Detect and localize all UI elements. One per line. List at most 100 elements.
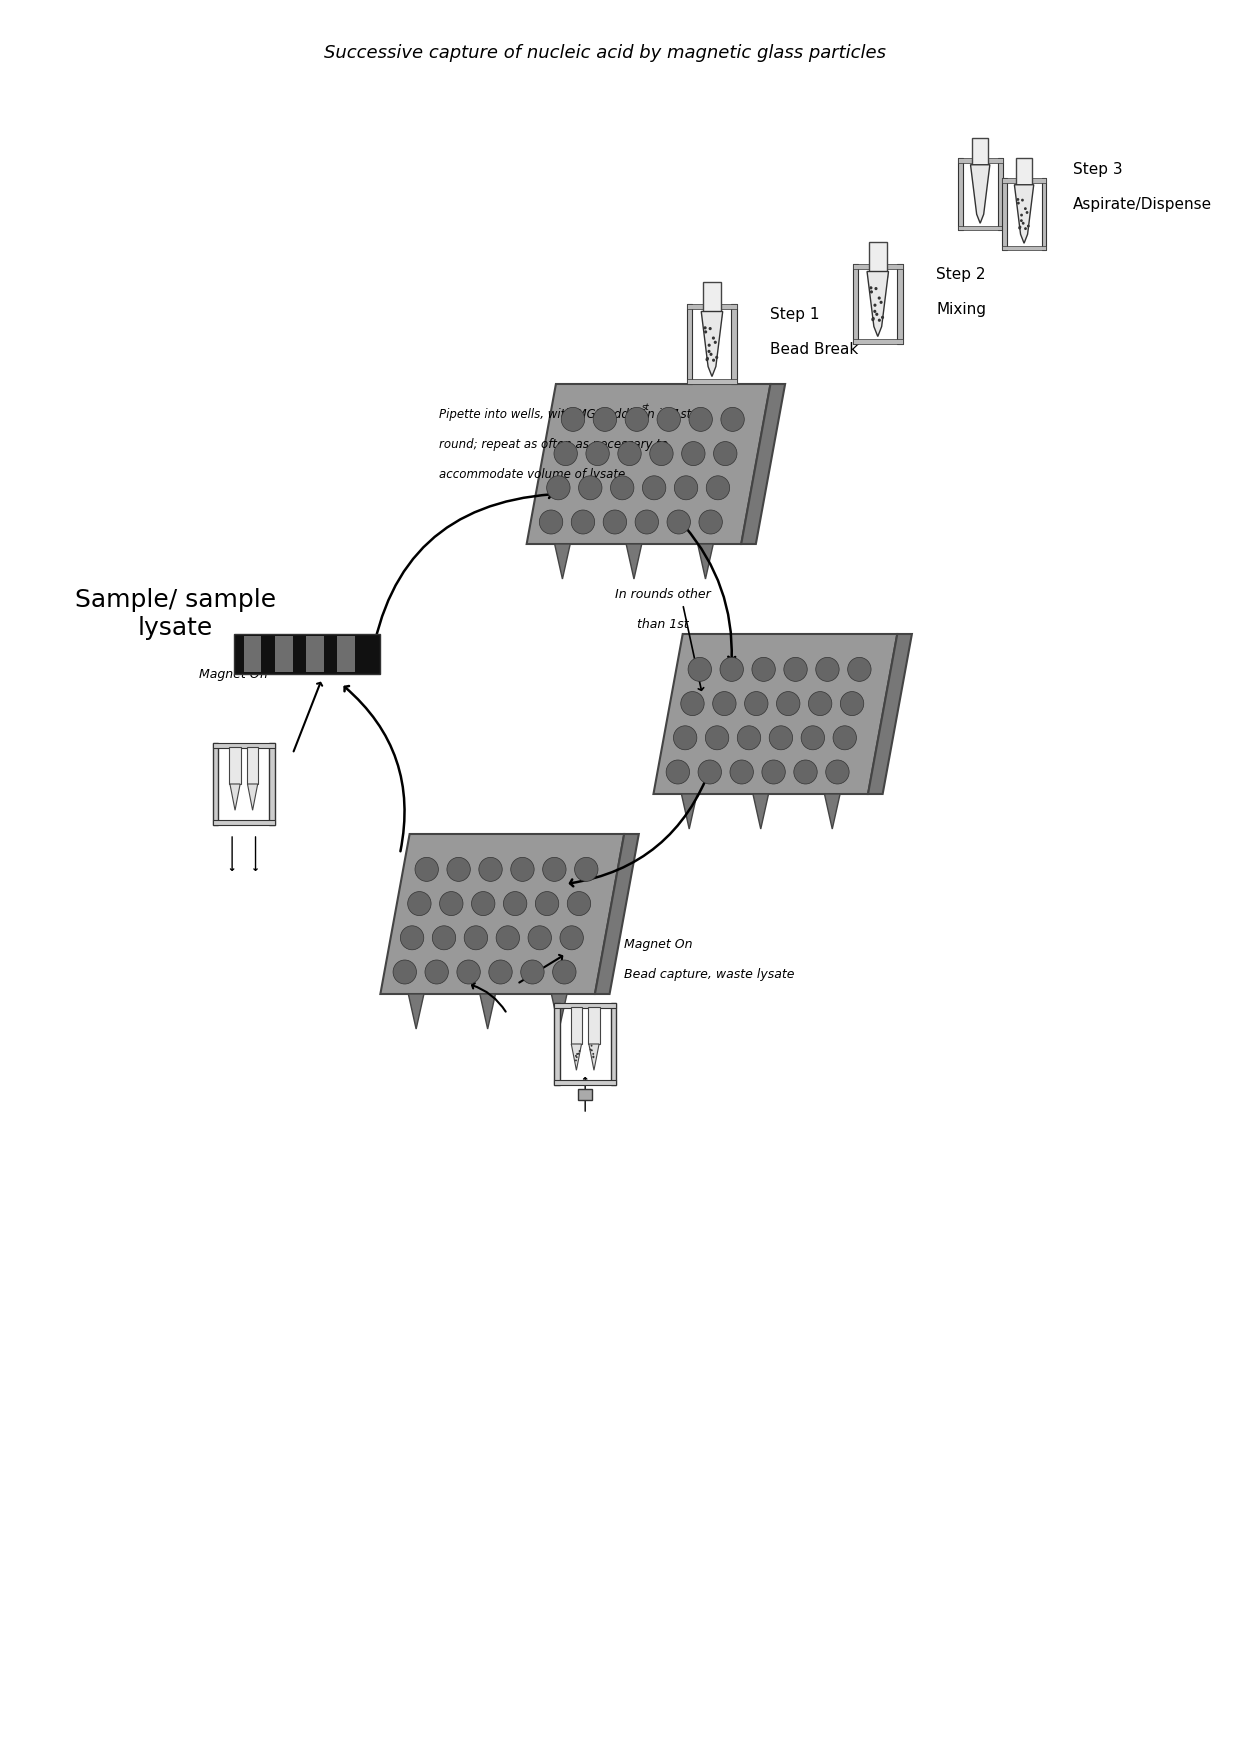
Circle shape <box>657 407 681 432</box>
Circle shape <box>590 1044 593 1046</box>
Circle shape <box>751 658 775 681</box>
Circle shape <box>415 857 439 882</box>
Bar <box>234 633 381 674</box>
Circle shape <box>440 891 463 916</box>
Circle shape <box>1018 226 1022 229</box>
Bar <box>269 743 274 826</box>
Circle shape <box>503 891 527 916</box>
Polygon shape <box>589 1044 599 1071</box>
Bar <box>554 1080 616 1085</box>
Bar <box>554 1002 616 1007</box>
Circle shape <box>593 1057 594 1058</box>
Polygon shape <box>682 794 697 829</box>
Circle shape <box>712 337 715 340</box>
Circle shape <box>579 476 601 499</box>
Text: Step 3: Step 3 <box>1073 162 1122 176</box>
Circle shape <box>553 960 577 984</box>
Circle shape <box>479 857 502 882</box>
Circle shape <box>593 407 616 432</box>
Circle shape <box>703 326 707 330</box>
Bar <box>244 637 262 672</box>
Polygon shape <box>868 633 911 794</box>
Circle shape <box>554 441 578 466</box>
Circle shape <box>874 288 878 291</box>
Text: accommodate volume of lysate: accommodate volume of lysate <box>439 467 625 480</box>
Circle shape <box>521 960 544 984</box>
Circle shape <box>1017 201 1019 205</box>
Circle shape <box>539 510 563 534</box>
Circle shape <box>708 344 711 348</box>
Circle shape <box>720 658 744 681</box>
Polygon shape <box>408 993 424 1028</box>
Bar <box>306 637 324 672</box>
Circle shape <box>784 658 807 681</box>
Circle shape <box>1018 226 1021 229</box>
Circle shape <box>575 1057 578 1058</box>
Circle shape <box>706 358 708 362</box>
Bar <box>898 265 903 344</box>
Circle shape <box>689 407 712 432</box>
Polygon shape <box>554 543 570 579</box>
Circle shape <box>575 1055 577 1057</box>
Polygon shape <box>825 794 839 829</box>
Polygon shape <box>626 543 642 579</box>
Circle shape <box>872 318 874 319</box>
Circle shape <box>869 286 873 289</box>
Bar <box>957 159 1003 162</box>
Bar <box>853 265 903 268</box>
Bar <box>853 339 903 344</box>
Circle shape <box>715 356 718 360</box>
Circle shape <box>650 441 673 466</box>
Circle shape <box>673 725 697 750</box>
Bar <box>229 746 241 783</box>
Circle shape <box>730 760 754 783</box>
Bar <box>213 743 274 748</box>
Text: Step 2: Step 2 <box>936 266 986 282</box>
Bar <box>703 282 720 316</box>
Circle shape <box>769 725 792 750</box>
Circle shape <box>709 353 713 356</box>
Bar <box>687 303 692 385</box>
Circle shape <box>593 1053 594 1055</box>
Circle shape <box>833 725 857 750</box>
Circle shape <box>567 891 590 916</box>
Circle shape <box>708 349 711 353</box>
Polygon shape <box>381 834 624 993</box>
Circle shape <box>1017 198 1019 201</box>
Bar <box>1002 178 1007 250</box>
Circle shape <box>543 857 567 882</box>
Text: Aspirate/Dispense: Aspirate/Dispense <box>1073 196 1211 212</box>
Text: than 1st: than 1st <box>637 617 689 630</box>
Circle shape <box>761 760 785 783</box>
Bar <box>213 743 218 826</box>
Circle shape <box>625 407 649 432</box>
Circle shape <box>1024 206 1027 210</box>
Circle shape <box>801 725 825 750</box>
Text: In rounds other: In rounds other <box>615 587 711 600</box>
Circle shape <box>1021 219 1023 222</box>
Circle shape <box>712 358 715 362</box>
Bar <box>1002 178 1047 182</box>
Bar <box>972 138 988 169</box>
Bar <box>337 637 355 672</box>
Circle shape <box>446 857 470 882</box>
Circle shape <box>393 960 417 984</box>
Bar <box>275 637 293 672</box>
Bar <box>578 1088 593 1101</box>
Circle shape <box>642 476 666 499</box>
Circle shape <box>464 926 487 949</box>
Polygon shape <box>527 385 770 543</box>
Circle shape <box>489 960 512 984</box>
Text: Bead Break: Bead Break <box>770 342 859 356</box>
Bar <box>611 1002 616 1085</box>
Circle shape <box>1021 199 1024 201</box>
Circle shape <box>872 318 874 321</box>
Circle shape <box>879 300 883 303</box>
Bar <box>1016 157 1032 189</box>
Circle shape <box>433 926 455 949</box>
Circle shape <box>880 316 884 319</box>
Circle shape <box>1024 228 1027 229</box>
Polygon shape <box>971 164 990 224</box>
Circle shape <box>808 691 832 716</box>
Text: st: st <box>642 402 650 411</box>
